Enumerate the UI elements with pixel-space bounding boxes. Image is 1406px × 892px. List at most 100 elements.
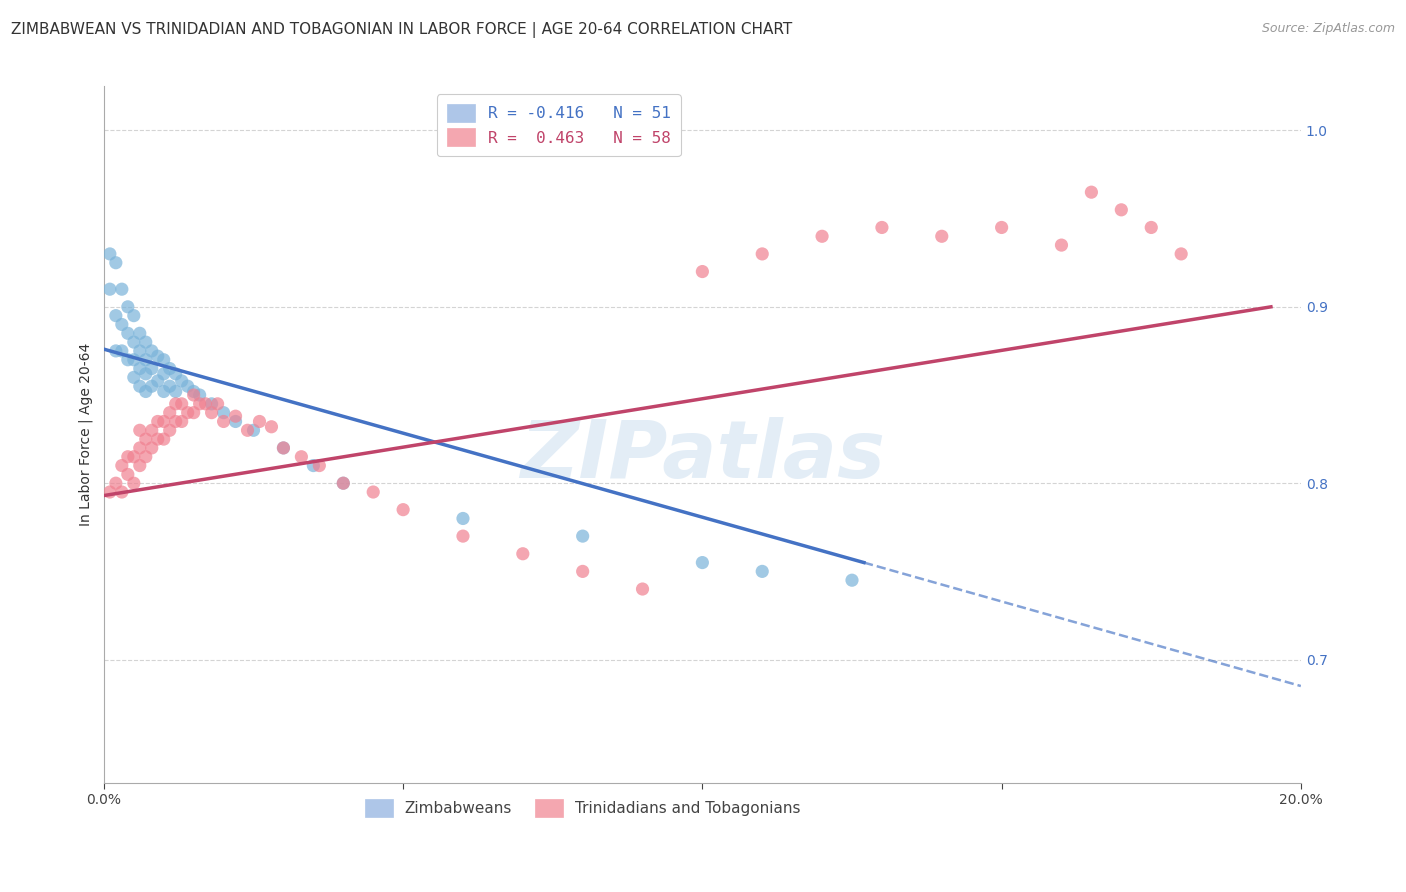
Point — [128, 326, 150, 341]
Point — [104, 343, 127, 358]
Point — [122, 370, 145, 384]
Point — [188, 397, 211, 411]
Point — [451, 529, 474, 543]
Point — [308, 458, 330, 473]
Point — [159, 361, 181, 376]
Point — [212, 415, 235, 429]
Point — [361, 485, 384, 500]
Point — [122, 450, 145, 464]
Point — [751, 565, 773, 579]
Point — [290, 450, 312, 464]
Point — [273, 441, 295, 455]
Point — [332, 476, 354, 491]
Point — [135, 384, 157, 399]
Point — [159, 379, 181, 393]
Point — [183, 384, 205, 399]
Point — [631, 582, 654, 596]
Point — [111, 282, 134, 296]
Point — [141, 379, 163, 393]
Point — [332, 476, 354, 491]
Point — [159, 406, 181, 420]
Point — [128, 361, 150, 376]
Point — [117, 352, 139, 367]
Point — [260, 419, 283, 434]
Point — [176, 406, 198, 420]
Point — [201, 397, 224, 411]
Point — [117, 450, 139, 464]
Point — [225, 415, 247, 429]
Point — [165, 384, 187, 399]
Legend: Zimbabweans, Trinidadians and Tobagonians: Zimbabweans, Trinidadians and Tobagonian… — [357, 791, 808, 824]
Point — [141, 361, 163, 376]
Point — [242, 423, 264, 437]
Point — [152, 352, 174, 367]
Point — [135, 352, 157, 367]
Point — [146, 432, 169, 446]
Point — [236, 423, 259, 437]
Point — [111, 485, 134, 500]
Point — [152, 367, 174, 381]
Point — [571, 565, 593, 579]
Point — [1111, 202, 1133, 217]
Point — [751, 247, 773, 261]
Point — [841, 573, 863, 587]
Point — [170, 397, 193, 411]
Point — [135, 432, 157, 446]
Point — [188, 388, 211, 402]
Point — [141, 423, 163, 437]
Point — [128, 441, 150, 455]
Point — [152, 432, 174, 446]
Point — [98, 282, 121, 296]
Point — [111, 318, 134, 332]
Point — [111, 343, 134, 358]
Point — [212, 406, 235, 420]
Point — [117, 300, 139, 314]
Point — [692, 556, 714, 570]
Point — [159, 423, 181, 437]
Point — [104, 309, 127, 323]
Point — [451, 511, 474, 525]
Point — [135, 367, 157, 381]
Point — [165, 367, 187, 381]
Point — [117, 326, 139, 341]
Point — [512, 547, 534, 561]
Point — [165, 415, 187, 429]
Point — [122, 476, 145, 491]
Point — [249, 415, 271, 429]
Point — [811, 229, 834, 244]
Point — [135, 450, 157, 464]
Point — [152, 384, 174, 399]
Text: ZIMBABWEAN VS TRINIDADIAN AND TOBAGONIAN IN LABOR FORCE | AGE 20-64 CORRELATION : ZIMBABWEAN VS TRINIDADIAN AND TOBAGONIAN… — [11, 22, 793, 38]
Point — [1140, 220, 1163, 235]
Point — [302, 458, 325, 473]
Point — [201, 406, 224, 420]
Point — [122, 335, 145, 350]
Point — [128, 343, 150, 358]
Point — [128, 423, 150, 437]
Point — [194, 397, 217, 411]
Point — [152, 415, 174, 429]
Point — [170, 374, 193, 388]
Point — [122, 352, 145, 367]
Point — [1080, 185, 1102, 199]
Point — [207, 397, 229, 411]
Point — [183, 388, 205, 402]
Text: ZIPatlas: ZIPatlas — [520, 417, 884, 494]
Text: Source: ZipAtlas.com: Source: ZipAtlas.com — [1261, 22, 1395, 36]
Point — [141, 343, 163, 358]
Point — [931, 229, 953, 244]
Point — [111, 458, 134, 473]
Point — [990, 220, 1012, 235]
Point — [98, 485, 121, 500]
Point — [98, 247, 121, 261]
Point — [141, 441, 163, 455]
Point — [870, 220, 893, 235]
Point — [225, 409, 247, 424]
Point — [122, 309, 145, 323]
Point — [146, 374, 169, 388]
Point — [273, 441, 295, 455]
Y-axis label: In Labor Force | Age 20-64: In Labor Force | Age 20-64 — [79, 343, 93, 526]
Point — [176, 379, 198, 393]
Point — [571, 529, 593, 543]
Point — [128, 379, 150, 393]
